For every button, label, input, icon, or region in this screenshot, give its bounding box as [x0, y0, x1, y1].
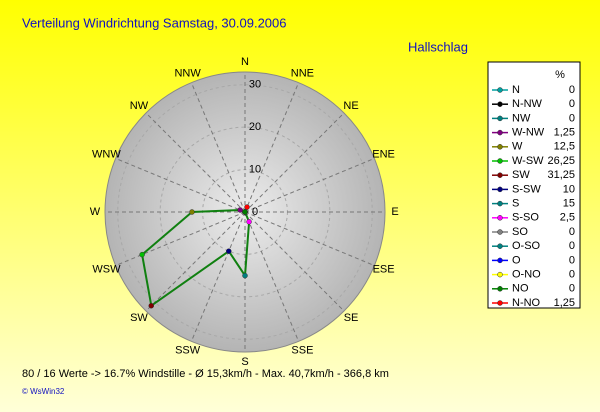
legend-marker — [497, 186, 503, 193]
wind-point — [244, 204, 250, 210]
legend-label: SW — [512, 169, 530, 181]
spoke — [244, 211, 375, 267]
legend-label: S-SO — [512, 212, 539, 224]
direction-label: NE — [343, 100, 358, 112]
legend-label: S-SW — [512, 183, 541, 195]
chart-title: Verteilung Windrichtung Samstag, 30.09.2… — [22, 15, 287, 30]
legend-value: 0 — [569, 84, 575, 96]
spoke — [244, 211, 345, 312]
legend-value: 0 — [569, 226, 575, 238]
credit: © WsWin32 — [22, 387, 65, 396]
spoke — [244, 157, 375, 213]
legend-label: W-SW — [512, 155, 544, 167]
legend-marker — [497, 172, 503, 178]
legend-value: 2,5 — [560, 212, 575, 224]
legend-marker — [497, 144, 503, 150]
wind-point — [139, 251, 145, 258]
direction-label: NW — [130, 100, 149, 112]
legend-value: 15 — [563, 198, 575, 210]
direction-label: N — [241, 56, 249, 68]
wind-point — [226, 248, 232, 254]
legend-value: 26,25 — [547, 155, 575, 167]
legend-marker — [497, 200, 503, 207]
legend-value: 0 — [569, 98, 575, 110]
legend-marker — [497, 215, 503, 221]
spoke — [190, 82, 246, 213]
legend-label: NW — [512, 112, 531, 124]
direction-label: WNW — [92, 149, 121, 161]
legend-label: O-SO — [512, 240, 541, 252]
subtitle: Hallschlag — [408, 39, 468, 54]
legend-label: N — [512, 84, 520, 96]
direction-label: ESE — [373, 263, 395, 275]
legend-label: S — [512, 198, 519, 210]
wind-point — [148, 302, 155, 309]
spoke — [244, 82, 300, 213]
legend-marker — [497, 158, 503, 164]
direction-label: NNE — [291, 67, 314, 79]
r-tick-label: 20 — [249, 121, 261, 133]
legend-label: O — [512, 254, 521, 266]
wind-point — [246, 219, 252, 225]
spoke — [115, 157, 246, 213]
legend-marker — [497, 87, 503, 93]
legend-label: N-NO — [512, 297, 541, 309]
legend-label: N-NW — [512, 98, 543, 110]
direction-label: S — [241, 356, 248, 368]
legend-value: 0 — [569, 269, 575, 281]
r-tick-label: 30 — [249, 79, 261, 91]
legend-box — [487, 61, 581, 309]
legend-marker — [497, 286, 503, 292]
direction-label: W — [90, 206, 101, 218]
legend-label: SO — [512, 226, 528, 238]
legend-label: W-NW — [512, 127, 545, 139]
direction-label: E — [391, 206, 398, 218]
wind-point — [237, 207, 243, 213]
legend-label: W — [512, 141, 523, 153]
direction-label: SSE — [291, 344, 313, 356]
legend-value: 1,25 — [554, 127, 575, 139]
legend-marker — [497, 271, 503, 278]
legend-marker — [497, 257, 503, 264]
legend-marker — [497, 243, 503, 249]
legend-value: 0 — [569, 283, 575, 295]
spoke — [145, 112, 246, 213]
legend-value: 12,5 — [554, 141, 575, 153]
legend-value: 10 — [563, 183, 575, 195]
r-tick-label: 0 — [252, 206, 258, 218]
legend-value: 1,25 — [554, 297, 575, 309]
spoke — [244, 112, 345, 213]
legend-value: 31,25 — [547, 169, 575, 181]
r-tick-label: 10 — [249, 163, 261, 175]
wind-point — [189, 209, 195, 215]
direction-label: NNW — [174, 67, 201, 79]
wind-line — [141, 206, 251, 308]
direction-label: SSW — [175, 344, 201, 356]
legend-label: NO — [512, 283, 529, 295]
wind-point — [242, 209, 248, 215]
legend-marker — [497, 300, 503, 306]
legend-value: 0 — [569, 240, 575, 252]
footer: 80 / 16 Werte -> 16.7% Windstille - Ø 15… — [22, 368, 389, 380]
legend-value: 0 — [569, 112, 575, 124]
spoke — [115, 211, 246, 267]
legend-marker — [497, 101, 503, 107]
legend-label: O-NO — [512, 269, 541, 281]
spoke — [244, 211, 300, 342]
wind-point — [242, 272, 248, 279]
spoke — [145, 211, 246, 312]
legend-value: 0 — [569, 254, 575, 266]
legend-marker — [497, 229, 503, 235]
legend-marker — [497, 115, 503, 122]
legend-header: % — [555, 69, 565, 81]
legend-marker — [497, 129, 503, 136]
direction-label: SW — [130, 312, 148, 324]
direction-label: ENE — [372, 149, 395, 161]
spoke — [190, 211, 246, 342]
direction-label: SE — [344, 312, 359, 324]
direction-label: WSW — [92, 263, 121, 275]
